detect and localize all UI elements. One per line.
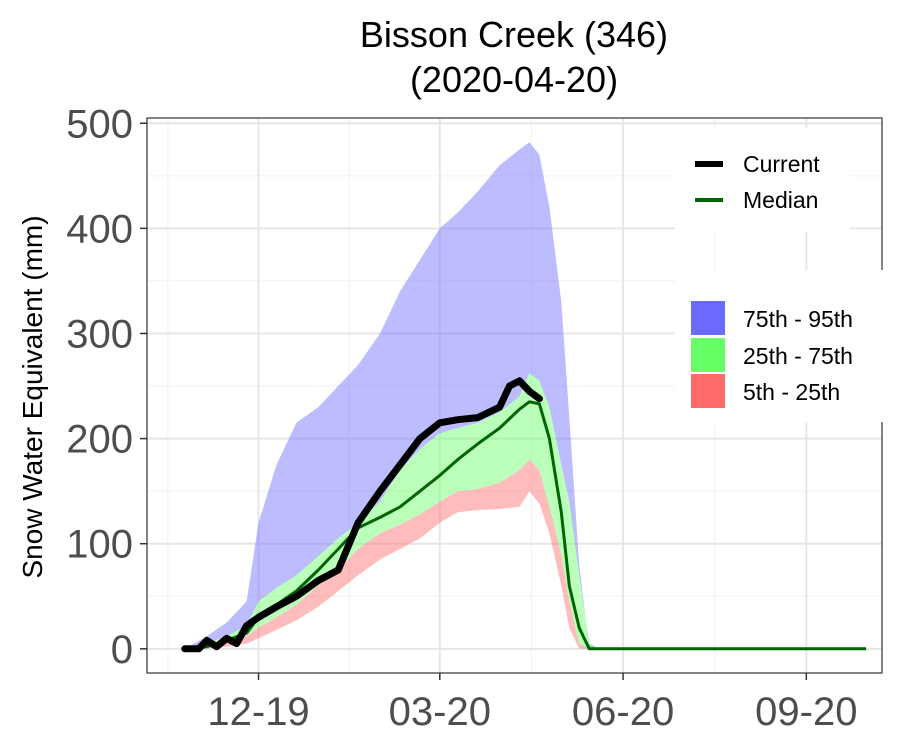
x-axis: 12-19 03-20 06-20 09-20 — [207, 673, 857, 734]
legend-p75-95-label: 75th - 95th — [743, 306, 853, 332]
x-tick-label: 09-20 — [755, 690, 857, 734]
chart-subtitle: (2020-04-20) — [410, 59, 618, 100]
legend-p25-75-label: 25th - 75th — [743, 343, 853, 369]
y-axis-label: Snow Water Equivalent (mm) — [17, 215, 48, 578]
x-tick-label: 06-20 — [572, 690, 674, 734]
legend-p5-25-key — [691, 374, 725, 408]
legend-p75-95-key — [691, 301, 725, 335]
legend-p5-25-label: 5th - 25th — [743, 379, 840, 405]
legend-lines: Current Median — [675, 128, 850, 232]
y-tick-label: 200 — [66, 418, 133, 462]
current-line — [181, 377, 543, 653]
x-tick-label: 12-19 — [207, 690, 309, 734]
y-tick-label: 500 — [66, 102, 133, 146]
x-tick-label: 03-20 — [389, 690, 491, 734]
legend-bands: 75th - 95th 25th - 75th 5th - 25th — [675, 270, 883, 422]
legend-current-label: Current — [743, 151, 820, 177]
legend-p25-75-key — [691, 338, 725, 372]
y-tick-label: 400 — [66, 207, 133, 251]
band-5-25 — [184, 459, 867, 649]
legend-median-label: Median — [743, 187, 818, 213]
chart-title: Bisson Creek (346) — [360, 14, 668, 55]
y-tick-label: 100 — [66, 523, 133, 567]
y-axis: 0 100 200 300 400 500 — [66, 102, 147, 672]
data-lines — [181, 377, 867, 653]
legend-lines-bg — [675, 128, 850, 232]
y-tick-label: 300 — [66, 312, 133, 356]
y-tick-label: 0 — [111, 628, 133, 672]
